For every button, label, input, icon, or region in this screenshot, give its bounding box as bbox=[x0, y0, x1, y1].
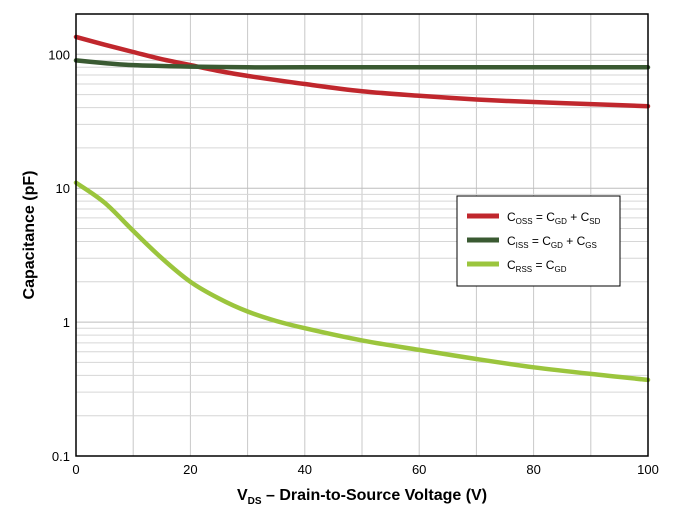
legend-subscript: GD bbox=[555, 217, 567, 226]
y-tick-label: 0.1 bbox=[52, 449, 70, 464]
legend-subscript: GS bbox=[585, 241, 597, 250]
legend-text-part: = C bbox=[533, 210, 556, 224]
legend-entry-coss: COSS = CGD + CSD bbox=[507, 210, 601, 226]
legend-subscript: SD bbox=[589, 217, 600, 226]
legend-subscript: GD bbox=[551, 241, 563, 250]
x-tick-label: 60 bbox=[412, 462, 426, 477]
legend-text-part: C bbox=[507, 258, 516, 272]
legend-subscript: GD bbox=[554, 265, 566, 274]
x-tick-label: 0 bbox=[72, 462, 79, 477]
legend-text-part: = C bbox=[532, 258, 555, 272]
y-tick-label: 10 bbox=[56, 181, 70, 196]
series-lines bbox=[73, 34, 651, 383]
series-line-crss bbox=[73, 180, 651, 383]
legend-text-part: C bbox=[507, 234, 516, 248]
x-axis-ticks: 0 20 40 60 80 100 bbox=[72, 462, 658, 477]
x-tick-label: 20 bbox=[183, 462, 197, 477]
x-axis-label-sub: DS bbox=[248, 496, 262, 507]
x-axis-label-main: V bbox=[237, 487, 248, 504]
x-tick-label: 100 bbox=[637, 462, 659, 477]
series-line-ciss bbox=[73, 58, 651, 70]
series-line-coss bbox=[73, 34, 651, 109]
x-axis-label-rest: – Drain-to-Source Voltage (V) bbox=[262, 487, 488, 504]
legend-text-part: = C bbox=[529, 234, 552, 248]
legend-text-part: C bbox=[507, 210, 516, 224]
legend-entry-crss: CRSS = CGD bbox=[507, 258, 567, 274]
y-axis-label: Capacitance (pF) bbox=[21, 171, 38, 300]
legend-text-part: + C bbox=[563, 234, 586, 248]
legend-text-part: + C bbox=[567, 210, 590, 224]
legend-subscript: OSS bbox=[516, 217, 533, 226]
legend-subscript: RSS bbox=[516, 265, 532, 274]
plot-frame bbox=[75, 13, 649, 457]
y-tick-label: 100 bbox=[48, 47, 70, 62]
x-tick-label: 40 bbox=[298, 462, 312, 477]
x-tick-label: 80 bbox=[526, 462, 540, 477]
legend-subscript: ISS bbox=[516, 241, 529, 250]
x-axis-label: VDS – Drain-to-Source Voltage (V) bbox=[237, 487, 487, 507]
legend-entry-ciss: CISS = CGD + CGS bbox=[507, 234, 597, 250]
y-axis-ticks: 0.1 1 10 100 bbox=[48, 47, 70, 464]
y-tick-label: 1 bbox=[63, 315, 70, 330]
